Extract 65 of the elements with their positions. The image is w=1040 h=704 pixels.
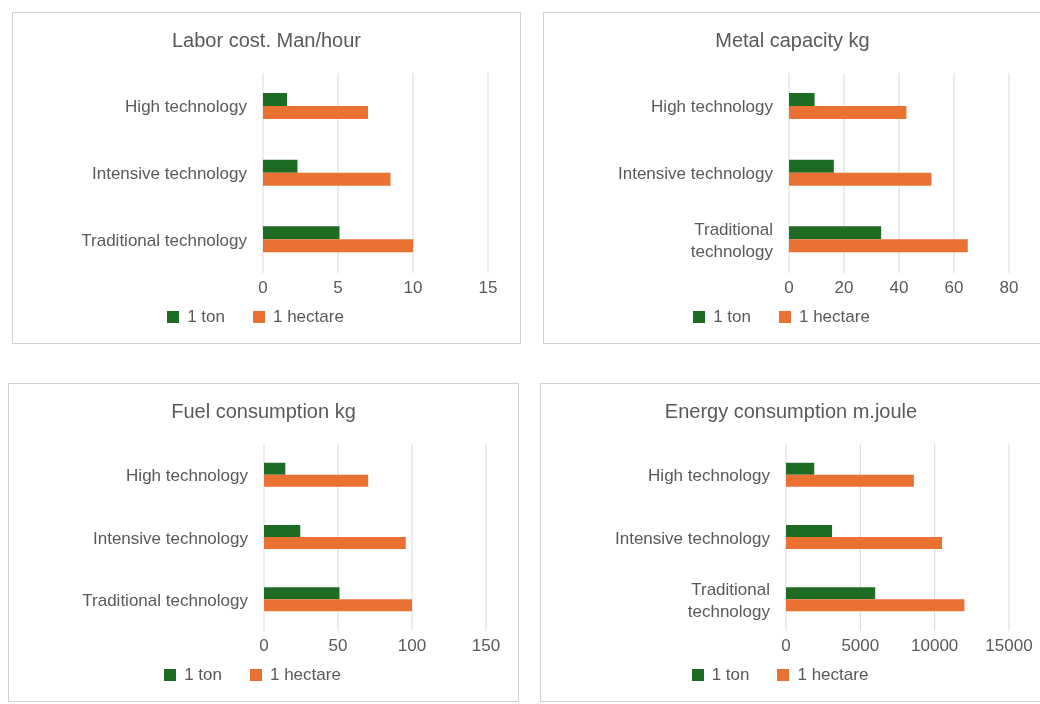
bar — [264, 587, 340, 600]
legend-label: 1 hectare — [271, 307, 344, 327]
x-tick-label: 10 — [403, 278, 423, 298]
y-tick-label: High technology — [651, 96, 774, 116]
chart-title: Energy consumption m.joule — [663, 400, 919, 423]
y-tick-label: Traditional technology — [687, 579, 771, 621]
legend-label: 1 ton — [183, 665, 222, 685]
y-tick-label: Traditional technology — [81, 230, 248, 250]
legend-label: 1 ton — [712, 307, 751, 327]
y-tick-label: Traditional technology — [690, 219, 774, 261]
bar — [786, 537, 943, 550]
bar — [264, 537, 406, 550]
legend-label: 1 hectare — [796, 665, 869, 685]
legend-label: 1 ton — [710, 665, 750, 685]
bar — [264, 525, 301, 538]
x-tick-label: 20 — [834, 278, 854, 298]
bar — [263, 159, 298, 173]
bar — [263, 172, 391, 186]
x-tick-label: 150 — [471, 636, 501, 656]
x-tick-label: 5000 — [841, 636, 880, 656]
bar — [789, 106, 907, 119]
y-tick-label: Intensive technology — [615, 528, 771, 547]
x-tick-label: 40 — [889, 278, 909, 298]
x-tick-label: 80 — [999, 278, 1019, 298]
legend-label: 1 ton — [186, 307, 225, 327]
x-tick-label: 10000 — [911, 636, 959, 656]
y-tick-label: Intensive technology — [618, 163, 774, 183]
chart-title: Labor cost. Man/hour — [171, 29, 362, 52]
y-tick-label: High technology — [126, 465, 249, 485]
bar — [789, 93, 815, 106]
bar — [786, 599, 965, 612]
x-tick-label: 0 — [258, 278, 268, 298]
bar — [789, 172, 932, 186]
x-tick-label: 15000 — [985, 636, 1033, 656]
bar — [263, 106, 368, 119]
bar — [263, 93, 287, 106]
y-tick-label: Intensive technology — [93, 528, 249, 547]
bar — [786, 525, 833, 538]
bar — [789, 159, 834, 173]
bar — [786, 587, 876, 600]
x-tick-label: 0 — [784, 278, 794, 298]
chart-title: Fuel consumption kg — [170, 400, 357, 423]
x-tick-label: 60 — [944, 278, 964, 298]
x-tick-label: 50 — [328, 636, 348, 656]
bar — [786, 474, 914, 487]
bar — [264, 599, 412, 612]
bar — [263, 226, 340, 240]
x-tick-label: 0 — [781, 636, 791, 656]
bar — [263, 239, 413, 253]
legend-label: 1 hectare — [268, 665, 341, 685]
bar — [789, 226, 882, 240]
bar — [264, 462, 286, 475]
x-tick-label: 100 — [397, 636, 427, 656]
y-tick-label: Intensive technology — [92, 163, 248, 183]
bar — [789, 239, 968, 253]
y-tick-label: High technology — [125, 96, 248, 116]
x-tick-label: 15 — [478, 278, 498, 298]
chart-title: Metal capacity kg — [714, 29, 871, 52]
x-tick-label: 0 — [259, 636, 269, 656]
x-tick-label: 5 — [333, 278, 343, 298]
legend-label: 1 hectare — [797, 307, 870, 327]
y-tick-label: Traditional technology — [82, 590, 249, 610]
bar — [264, 474, 369, 487]
bar — [786, 462, 815, 475]
y-tick-label: High technology — [648, 465, 771, 485]
